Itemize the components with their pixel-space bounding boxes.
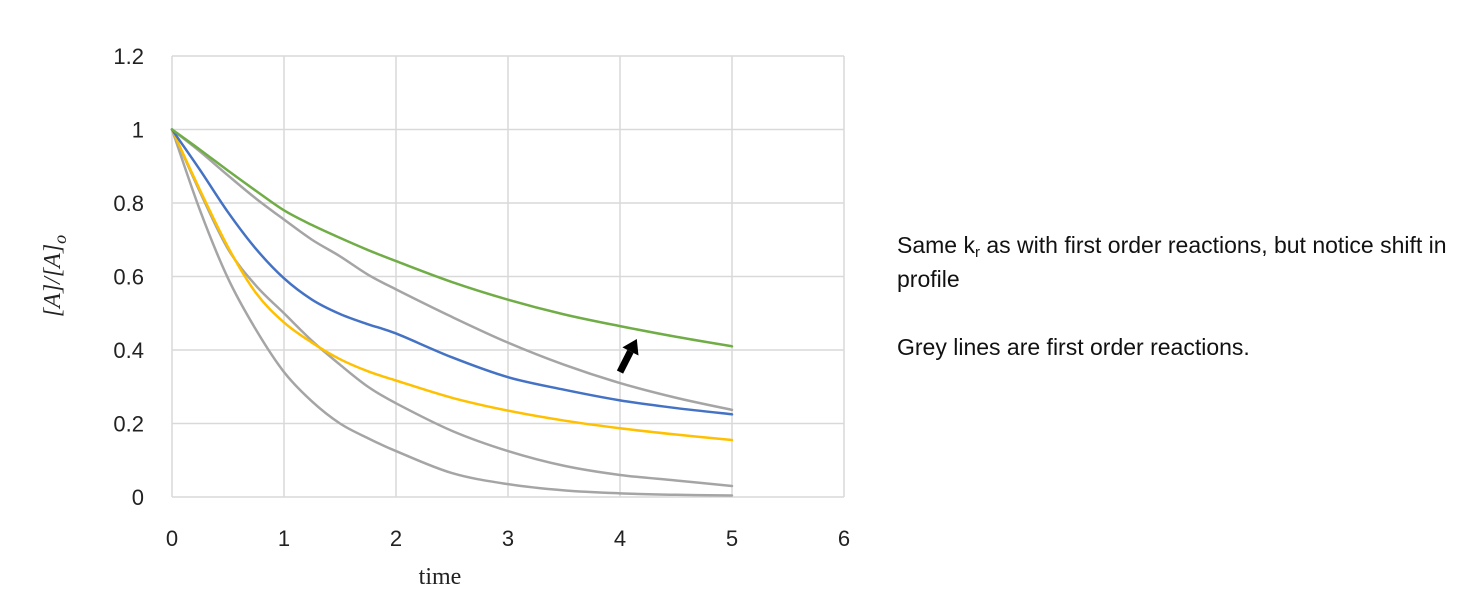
y-tick-label: 0.4	[113, 338, 144, 363]
y-tick-label: 1	[132, 118, 144, 143]
arrow-head-icon	[622, 339, 639, 356]
grid-layer	[171, 55, 845, 498]
y-axis-title: [A]/[A]o	[40, 235, 70, 317]
series-line	[170, 128, 734, 412]
x-tick-label: 4	[614, 526, 626, 551]
y-tick-label: 0.8	[113, 191, 144, 216]
x-axis-title: time	[419, 564, 462, 590]
note-subscript: r	[974, 244, 980, 261]
series-line	[170, 128, 734, 497]
x-tick-label: 2	[390, 526, 402, 551]
tick-layer: 0 0.2 0.4 0.6 0.8 1 1.2 0 1 2 3 4 5 6	[113, 44, 850, 551]
x-tick-label: 6	[838, 526, 850, 551]
note-text-part: as with first order reactions, but notic…	[897, 232, 1447, 292]
series-layer	[170, 128, 734, 497]
note-same-kr: Same kr as with first order reactions, b…	[897, 228, 1457, 296]
series-line	[170, 128, 734, 416]
y-tick-label: 0	[132, 485, 144, 510]
y-tick-label: 0.6	[113, 265, 144, 290]
x-tick-label: 1	[278, 526, 290, 551]
annotation-layer	[616, 339, 639, 374]
note-text-part: Same k	[897, 232, 975, 258]
x-tick-label: 3	[502, 526, 514, 551]
y-tick-label: 0.2	[113, 412, 144, 437]
x-tick-label: 5	[726, 526, 738, 551]
arrow-shaft	[616, 349, 634, 374]
series-line	[170, 128, 734, 442]
note-grey-lines: Grey lines are first order reactions.	[897, 334, 1250, 360]
x-tick-label: 0	[166, 526, 178, 551]
notes-panel: Same kr as with first order reactions, b…	[897, 228, 1457, 364]
y-tick-label: 1.2	[113, 44, 144, 69]
series-line	[170, 128, 734, 348]
